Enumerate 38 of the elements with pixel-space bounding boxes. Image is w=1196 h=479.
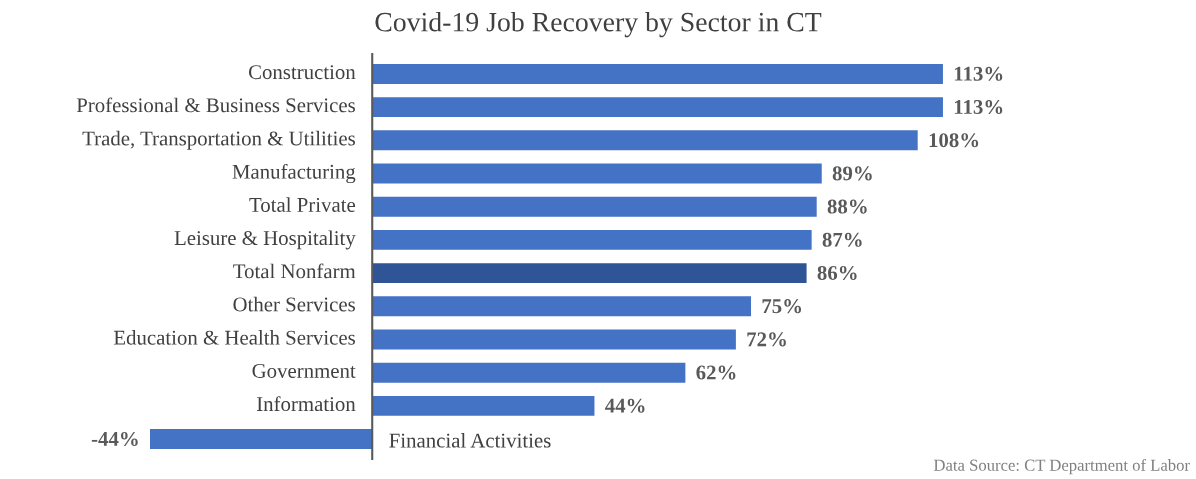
y-tick-label: Total Private bbox=[249, 197, 356, 212]
data-label: 75% bbox=[762, 299, 802, 314]
y-tick-label: Professional & Business Services bbox=[76, 97, 355, 113]
bar bbox=[372, 263, 807, 284]
y-tick-label: Manufacturing bbox=[232, 163, 356, 184]
data-label: 44% bbox=[605, 398, 645, 413]
data-label: -44% bbox=[91, 431, 138, 447]
data-label: 89% bbox=[832, 166, 872, 181]
y-tick-label: Total Nonfarm bbox=[233, 263, 356, 279]
y-tick-label: Education & Health Services bbox=[113, 330, 355, 345]
bar bbox=[372, 196, 817, 217]
annotation: Data Source: CT Department of Labor bbox=[933, 458, 1190, 475]
data-label: 86% bbox=[817, 265, 857, 281]
data-label: 87% bbox=[822, 232, 862, 247]
y-tick-label: Government bbox=[252, 363, 356, 378]
bar bbox=[372, 163, 822, 184]
chart-title: Covid-19 Job Recovery by Sector in CT bbox=[375, 11, 822, 38]
data-label: 62% bbox=[696, 365, 736, 380]
data-label: 108% bbox=[929, 133, 979, 148]
bar bbox=[372, 296, 752, 317]
bar bbox=[372, 362, 686, 383]
y-tick-label: Trade, Transportation & Utilities bbox=[82, 130, 355, 150]
bar bbox=[372, 63, 943, 84]
data-label: 113% bbox=[954, 99, 1003, 115]
bar bbox=[372, 229, 812, 250]
bar bbox=[372, 130, 918, 151]
bar bbox=[372, 395, 595, 416]
data-label: 72% bbox=[747, 332, 786, 347]
bar bbox=[372, 329, 736, 350]
y-tick-label: Other Services bbox=[233, 296, 355, 312]
y-tick-label: Information bbox=[256, 396, 356, 412]
bar bbox=[150, 429, 373, 450]
y-tick-label: Construction bbox=[248, 65, 356, 80]
y-tick-label: Leisure & Hospitality bbox=[174, 230, 356, 250]
bar bbox=[372, 97, 943, 118]
data-label: 88% bbox=[827, 199, 867, 214]
data-label: 113% bbox=[954, 66, 1003, 81]
y-tick-label: Financial Activities bbox=[389, 432, 551, 448]
